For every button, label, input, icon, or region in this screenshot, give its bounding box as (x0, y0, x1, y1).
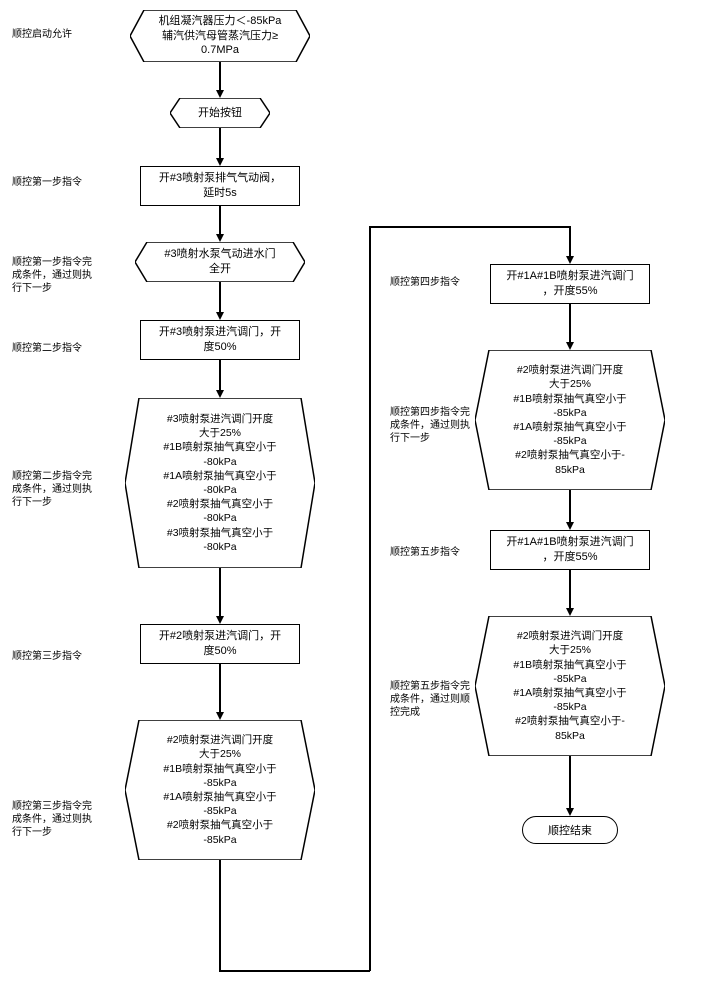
box-step1-text: 开#3喷射泵排气气动阀， 延时5s (147, 171, 293, 201)
hex-step4-done: #2喷射泵进汽调门开度 大于25% #1B喷射泵抽气真空小于 -85kPa #1… (475, 350, 665, 490)
box-step4: 开#1A#1B喷射泵进汽调门 ，开度55% (490, 264, 650, 304)
hex-step1-done: #3喷射水泵气动进水门 全开 (135, 242, 305, 282)
label-step3: 顺控第三步指令 (12, 650, 92, 663)
label-step3-done: 顺控第三步指令完成条件，通过则执行下一步 (12, 800, 100, 839)
hex-step2-done: #3喷射泵进汽调门开度 大于25% #1B喷射泵抽气真空小于 -80kPa #1… (125, 398, 315, 568)
box-step1: 开#3喷射泵排气气动阀， 延时5s (140, 166, 300, 206)
box-step4-text: 开#1A#1B喷射泵进汽调门 ，开度55% (497, 269, 643, 299)
box-step3-text: 开#2喷射泵进汽调门，开 度50% (147, 629, 293, 659)
box-step5-text: 开#1A#1B喷射泵进汽调门 ，开度55% (497, 535, 643, 565)
hex-step2-done-text: #3喷射泵进汽调门开度 大于25% #1B喷射泵抽气真空小于 -80kPa #1… (163, 412, 276, 554)
hex-step1-done-text: #3喷射水泵气动进水门 全开 (164, 247, 275, 277)
flowchart-canvas: 顺控启动允许 顺控第一步指令 顺控第一步指令完成条件，通过则执行下一步 顺控第二… (10, 10, 694, 990)
box-step2-text: 开#3喷射泵进汽调门，开 度50% (147, 325, 293, 355)
hex-step3-done: #2喷射泵进汽调门开度 大于25% #1B喷射泵抽气真空小于 -85kPa #1… (125, 720, 315, 860)
hex-start-condition: 机组凝汽器压力＜-85kPa 辅汽供汽母管蒸汽压力≥ 0.7MPa (130, 10, 310, 62)
label-step4: 顺控第四步指令 (390, 276, 470, 289)
label-step4-done: 顺控第四步指令完成条件，通过则执行下一步 (390, 406, 478, 445)
hex-start-button-text: 开始按钮 (198, 106, 242, 121)
label-step5: 顺控第五步指令 (390, 546, 470, 559)
hex-step3-done-text: #2喷射泵进汽调门开度 大于25% #1B喷射泵抽气真空小于 -85kPa #1… (163, 733, 276, 846)
hex-step5-done-text: #2喷射泵进汽调门开度 大于25% #1B喷射泵抽气真空小于 -85kPa #1… (513, 629, 626, 742)
label-step5-done: 顺控第五步指令完成条件，通过则顺控完成 (390, 680, 478, 719)
hex-start-button: 开始按钮 (170, 98, 270, 128)
box-step5: 开#1A#1B喷射泵进汽调门 ，开度55% (490, 530, 650, 570)
hex-step5-done: #2喷射泵进汽调门开度 大于25% #1B喷射泵抽气真空小于 -85kPa #1… (475, 616, 665, 756)
label-step1: 顺控第一步指令 (12, 176, 92, 189)
hex-start-condition-text: 机组凝汽器压力＜-85kPa 辅汽供汽母管蒸汽压力≥ 0.7MPa (159, 14, 282, 59)
hex-step4-done-text: #2喷射泵进汽调门开度 大于25% #1B喷射泵抽气真空小于 -85kPa #1… (513, 363, 626, 476)
label-allow: 顺控启动允许 (12, 28, 92, 41)
label-step1-done: 顺控第一步指令完成条件，通过则执行下一步 (12, 256, 100, 295)
terminator-end-text: 顺控结束 (548, 822, 592, 838)
label-step2-done: 顺控第二步指令完成条件，通过则执行下一步 (12, 470, 100, 509)
box-step3: 开#2喷射泵进汽调门，开 度50% (140, 624, 300, 664)
terminator-end: 顺控结束 (522, 816, 618, 844)
box-step2: 开#3喷射泵进汽调门，开 度50% (140, 320, 300, 360)
label-step2: 顺控第二步指令 (12, 342, 92, 355)
